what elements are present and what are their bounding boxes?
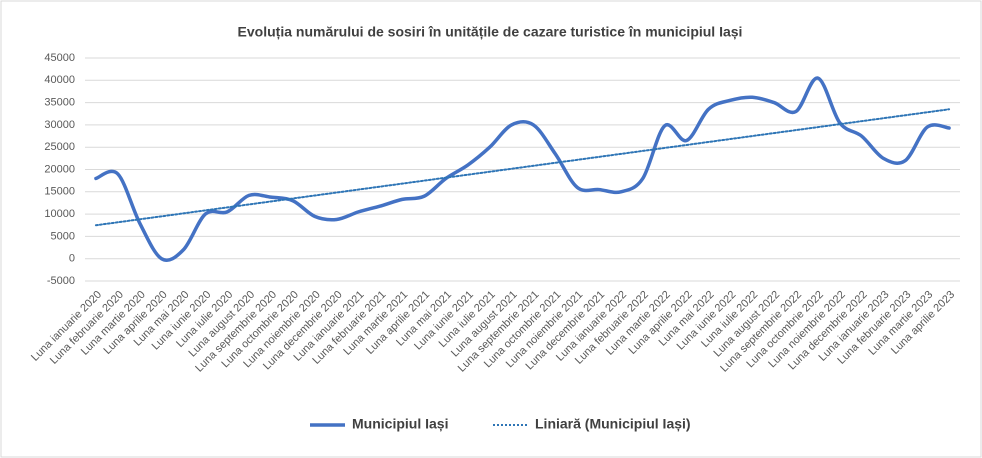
legend-label: Liniară (Municipiul Iași): [535, 416, 691, 432]
legend-label: Municipiul Iași: [352, 416, 448, 432]
trend-line: [94, 108, 951, 227]
y-tick-label: 40000: [44, 74, 75, 86]
y-tick-label: 25000: [44, 141, 75, 153]
y-tick-label: 20000: [44, 163, 75, 175]
y-tick-label: 30000: [44, 119, 75, 131]
y-tick-label: 0: [69, 253, 75, 265]
y-tick-label: 15000: [44, 186, 75, 198]
y-tick-label: -5000: [47, 275, 75, 287]
y-tick-label: 10000: [44, 208, 75, 220]
data-line: [94, 76, 951, 262]
chart-title: Evoluția numărului de sosiri în unitățil…: [238, 24, 743, 40]
y-tick-label: 45000: [44, 52, 75, 64]
y-tick-label: 5000: [51, 230, 75, 242]
y-tick-label: 35000: [44, 97, 75, 109]
